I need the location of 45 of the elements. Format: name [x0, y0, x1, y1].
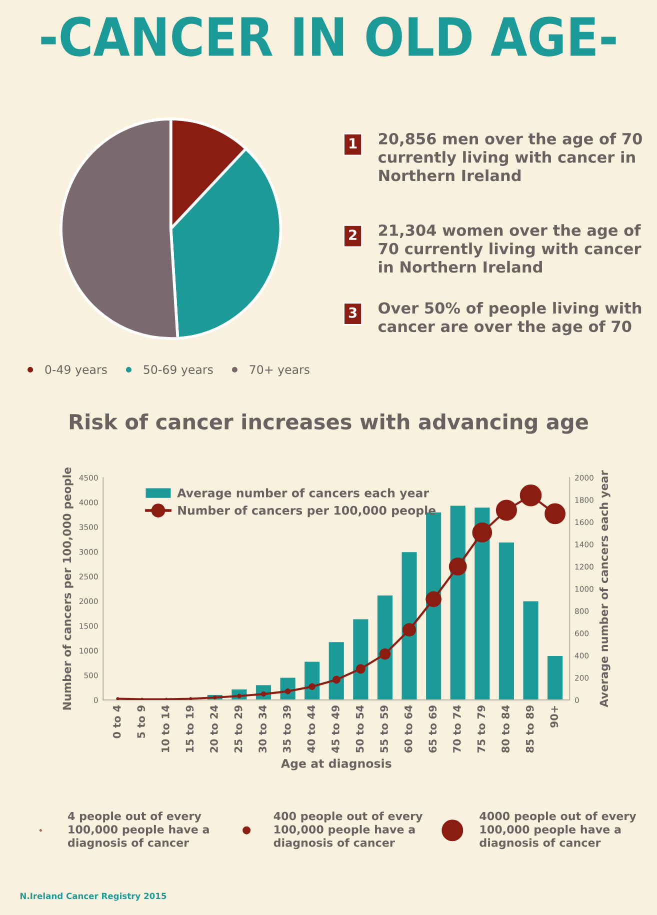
x-tick-label: 25 to 29 [234, 706, 242, 752]
x-tick-label: 15 to 19 [186, 706, 194, 752]
x-tick-label: 0 to 4 [112, 705, 121, 738]
legend-label: 4000 people out of every 100,000 people have a diagnosis of cancer [480, 812, 636, 850]
bar [548, 656, 563, 700]
x-tick-label: 65 to 69 [428, 706, 437, 753]
legend-label: 4 people out of every 100,000 people have a diagnosis of cancer [68, 812, 209, 850]
legend-label: 0-49 years [45, 365, 107, 376]
x-tick-label: 80 to 84 [502, 705, 510, 753]
text: 3 Over 50% of people living with cancer are over the age of 70 [348, 302, 642, 336]
x-tick-label: 30 to 34 [258, 705, 267, 753]
legend-label: Number of cancers per 100,000 people [178, 506, 436, 518]
x-tick-label: 40 to 44 [307, 705, 316, 753]
x-tick-label: 90+ [550, 706, 558, 728]
y2-axis-title: Average number of cancers each year [599, 470, 610, 708]
bar [304, 662, 320, 700]
x-tick-label: 45 to 49 [332, 706, 340, 753]
bar [328, 642, 344, 700]
text: N.Ireland Cancer Registry 2015 [20, 892, 166, 901]
x-tick-label: 50 to 54 [356, 705, 364, 752]
bar [523, 601, 538, 700]
x-tick-label: 85 to 89 [526, 706, 534, 753]
chart-title: -CANCER IN OLD AGE- [41, 16, 616, 56]
bar [353, 619, 368, 700]
x-axis-title: Age at diagnosis [280, 758, 392, 770]
x-tick-label: 20 to 24 [210, 705, 218, 752]
bar [377, 595, 393, 700]
x-tick-label: 75 to 79 [477, 706, 486, 753]
x-tick-label: 55 to 59 [380, 706, 388, 752]
legend-label: Average number of cancers each year [177, 488, 430, 500]
x-tick-label: 5 to 9 [137, 706, 146, 738]
text: 1 20,856 men over the age of 70 currently living with cancer in Northern Ireland [350, 132, 642, 182]
bar [402, 552, 417, 700]
y-axis-title: Number of cancers per 100,000 people [62, 467, 74, 710]
x-tick-label: 10 to 14 [161, 705, 170, 752]
legend-label: 70+ years [250, 365, 310, 376]
x-tick-label: 35 to 39 [282, 706, 291, 753]
text: 2 21,304 women over the age of 70 currently living with cancer in Northern Ireland [349, 224, 642, 273]
legend-label: 50-69 years [144, 365, 213, 376]
chart-title: Risk of cancer increases with advancing age [70, 413, 588, 434]
x-tick-label: 60 to 64 [404, 705, 412, 753]
bar [450, 506, 466, 700]
legend-label: 400 people out of every 100,000 people have a diagnosis of cancer [274, 812, 423, 850]
x-tick-label: 70 to 74 [453, 705, 461, 753]
bar [498, 542, 514, 700]
